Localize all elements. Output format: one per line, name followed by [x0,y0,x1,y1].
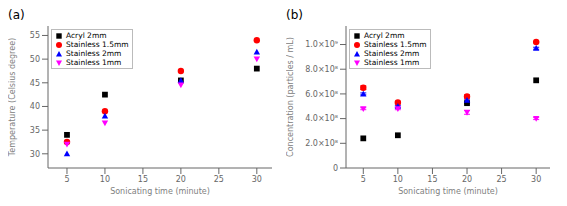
svg-text:50: 50 [30,55,40,64]
svg-text:15: 15 [138,175,148,184]
svg-text:Sonicating time (minute): Sonicating time (minute) [110,187,210,196]
html-text:Stainless 1mm: Stainless 1mm [66,58,122,67]
svg-text:30: 30 [30,150,40,159]
svg-text:35: 35 [30,126,40,135]
html-text:Stainless 1.5mm: Stainless 1.5mm [364,40,427,49]
svg-text:Concentration (particles / mL): Concentration (particles / mL) [286,37,295,157]
svg-text:5: 5 [361,175,366,184]
svg-text:25: 25 [214,175,224,184]
svg-text:4.0×10⁸: 4.0×10⁸ [305,114,338,123]
svg-text:40: 40 [30,102,40,111]
html-text:Acryl 2mm: Acryl 2mm [66,31,107,40]
svg-text:20: 20 [462,175,472,184]
svg-text:15: 15 [427,175,437,184]
svg-text:30: 30 [531,175,541,184]
svg-text:2.0×10⁸: 2.0×10⁸ [305,139,338,148]
svg-text:55: 55 [30,31,40,40]
html-text:Acryl 2mm: Acryl 2mm [364,31,405,40]
svg-text:10: 10 [100,175,110,184]
html-text:Stainless 2mm: Stainless 2mm [364,49,420,58]
html-text:Stainless 2mm: Stainless 2mm [66,49,122,58]
svg-text:1.0×10⁹: 1.0×10⁹ [305,40,338,49]
svg-text:6.0×10⁸: 6.0×10⁸ [305,90,338,99]
svg-text:45: 45 [30,79,40,88]
svg-text:Sonicating time (minute): Sonicating time (minute) [398,187,498,196]
svg-text:8.0×10⁸: 8.0×10⁸ [305,65,338,74]
html-text:Stainless 1mm: Stainless 1mm [364,58,420,67]
html-text:Stainless 1.5mm: Stainless 1.5mm [66,40,129,49]
svg-text:0: 0 [333,164,338,173]
svg-text:30: 30 [252,175,262,184]
html-text:(b): (b) [286,8,303,22]
svg-text:20: 20 [176,175,186,184]
svg-text:10: 10 [393,175,403,184]
svg-text:5: 5 [64,175,69,184]
html-text:(a): (a) [8,8,25,22]
svg-text:Temperature (Celsius degree): Temperature (Celsius degree) [8,38,17,157]
svg-text:25: 25 [496,175,506,184]
